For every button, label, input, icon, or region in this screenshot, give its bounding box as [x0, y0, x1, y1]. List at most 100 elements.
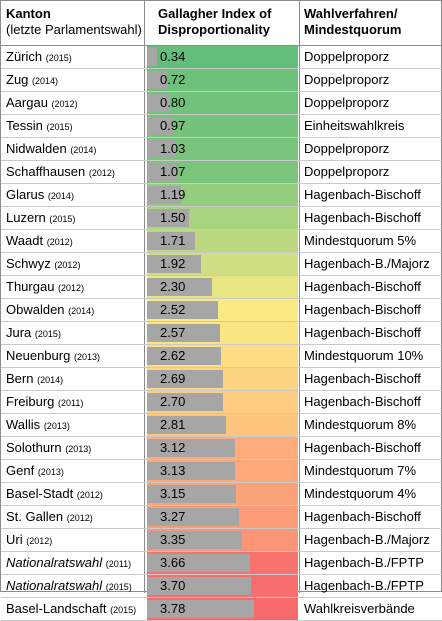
header-wahlverfahren-line1: Wahlverfahren/ [304, 6, 398, 21]
header-divider [1, 45, 442, 46]
gallagher-value: 3.13 [160, 463, 186, 478]
method-cell: Hagenbach-Bischoff [304, 210, 421, 225]
gallagher-value: 1.03 [160, 141, 186, 156]
gallagher-cell: 2.81 [147, 414, 298, 436]
kanton-cell: Basel-Landschaft (2015) [6, 598, 144, 620]
election-year: (2011) [105, 559, 132, 569]
gallagher-value: 2.57 [160, 325, 186, 340]
election-year: (2013) [73, 352, 100, 362]
gallagher-cell: 2.30 [147, 276, 298, 298]
gallagher-bar [147, 48, 157, 66]
election-year: (2014) [70, 145, 97, 155]
kanton-name: Glarus [6, 187, 45, 202]
gallagher-value: 3.66 [160, 555, 186, 570]
kanton-name: Nidwalden [6, 141, 67, 156]
row-divider [1, 321, 442, 322]
gallagher-bar [147, 117, 174, 135]
header-gallagher-line1: Gallagher Index of [158, 6, 272, 21]
gallagher-cell: 3.35 [147, 529, 298, 551]
gallagher-cell: 3.13 [147, 460, 298, 482]
row-divider [1, 505, 442, 506]
kanton-cell: Schaffhausen (2012) [6, 161, 144, 183]
row-divider [1, 482, 442, 483]
color-scale-fill [147, 184, 298, 206]
kanton-cell: Uri (2012) [6, 529, 144, 551]
kanton-cell: Zürich (2015) [6, 46, 144, 68]
gallagher-bar [147, 554, 250, 572]
row-divider [1, 528, 442, 529]
method-cell: Hagenbach-B./Majorz [304, 256, 430, 271]
row-divider [1, 551, 442, 552]
table-row: Waadt (2012) 1.71 Mindestquorum 5% [1, 230, 442, 253]
gallagher-cell: 0.97 [147, 115, 298, 137]
method-cell: Hagenbach-Bischoff [304, 325, 421, 340]
election-year: (2012) [46, 237, 73, 247]
method-cell: Hagenbach-Bischoff [304, 371, 421, 386]
election-year: (2014) [37, 375, 64, 385]
gallagher-cell: 3.78 [147, 598, 298, 620]
row-divider [1, 114, 442, 115]
method-cell: Mindestquorum 4% [304, 486, 416, 501]
gallagher-cell: 3.12 [147, 437, 298, 459]
gallagher-bar [147, 370, 223, 388]
gallagher-bar [147, 301, 218, 319]
kanton-cell: Bern (2014) [6, 368, 144, 390]
row-divider [1, 252, 442, 253]
row-divider [1, 574, 442, 575]
header-kanton-title: Kanton [6, 6, 51, 21]
election-year: (2012) [51, 99, 78, 109]
kanton-cell: Wallis (2013) [6, 414, 144, 436]
kanton-name: Waadt [6, 233, 44, 248]
kanton-cell: Nationalratswahl (2015) [6, 575, 144, 597]
row-divider [1, 68, 442, 69]
row-divider [1, 413, 442, 414]
gallagher-value: 3.35 [160, 532, 186, 547]
gallagher-value: 0.34 [160, 49, 186, 64]
gallagher-value: 1.92 [160, 256, 186, 271]
gallagher-cell: 0.72 [147, 69, 298, 91]
method-cell: Hagenbach-B./Majorz [304, 532, 430, 547]
header-wahlverfahren: Wahlverfahren/ Mindestquorum [304, 1, 441, 46]
row-divider [1, 436, 442, 437]
gallagher-bar [147, 531, 242, 549]
gallagher-cell: 1.50 [147, 207, 298, 229]
gallagher-bar [147, 186, 181, 204]
gallagher-bar [147, 278, 212, 296]
kanton-cell: Neuenburg (2013) [6, 345, 144, 367]
gallagher-value: 1.19 [160, 187, 186, 202]
gallagher-bar [147, 462, 235, 480]
kanton-name: Jura [6, 325, 32, 340]
table-row: Uri (2012) 3.35 Hagenbach-B./Majorz [1, 529, 442, 552]
gallagher-cell: 3.66 [147, 552, 298, 574]
gallagher-cell: 0.34 [147, 46, 298, 68]
gallagher-cell: 1.07 [147, 161, 298, 183]
table-row: Glarus (2014) 1.19 Hagenbach-Bischoff [1, 184, 442, 207]
gallagher-cell: 2.69 [147, 368, 298, 390]
kanton-name: Tessin [6, 118, 43, 133]
gallagher-bar [147, 485, 236, 503]
gallagher-value: 2.70 [160, 394, 186, 409]
election-year: (2012) [54, 260, 81, 270]
column-divider [144, 1, 145, 593]
election-year: (2012) [88, 168, 115, 178]
election-year: (2012) [26, 536, 53, 546]
kanton-name: Schaffhausen [6, 164, 86, 179]
gallagher-bar [147, 94, 170, 112]
gallagher-cell: 2.70 [147, 391, 298, 413]
gallagher-value: 3.70 [160, 578, 186, 593]
kanton-cell: Aargau (2012) [6, 92, 144, 114]
table-row: Bern (2014) 2.69 Hagenbach-Bischoff [1, 368, 442, 391]
election-year: (2015) [49, 214, 76, 224]
election-year: (2014) [68, 306, 95, 316]
gallagher-cell: 2.57 [147, 322, 298, 344]
kanton-name: Wallis [6, 417, 41, 432]
header-gallagher: Gallagher Index of Disproportionality [158, 1, 298, 46]
gallagher-bar [147, 163, 177, 181]
method-cell: Doppelproporz [304, 164, 390, 179]
gallagher-value: 0.80 [160, 95, 186, 110]
color-scale-fill [147, 69, 298, 91]
color-scale-fill [147, 161, 298, 183]
gallagher-value: 0.72 [160, 72, 186, 87]
election-year: (2015) [46, 122, 73, 132]
